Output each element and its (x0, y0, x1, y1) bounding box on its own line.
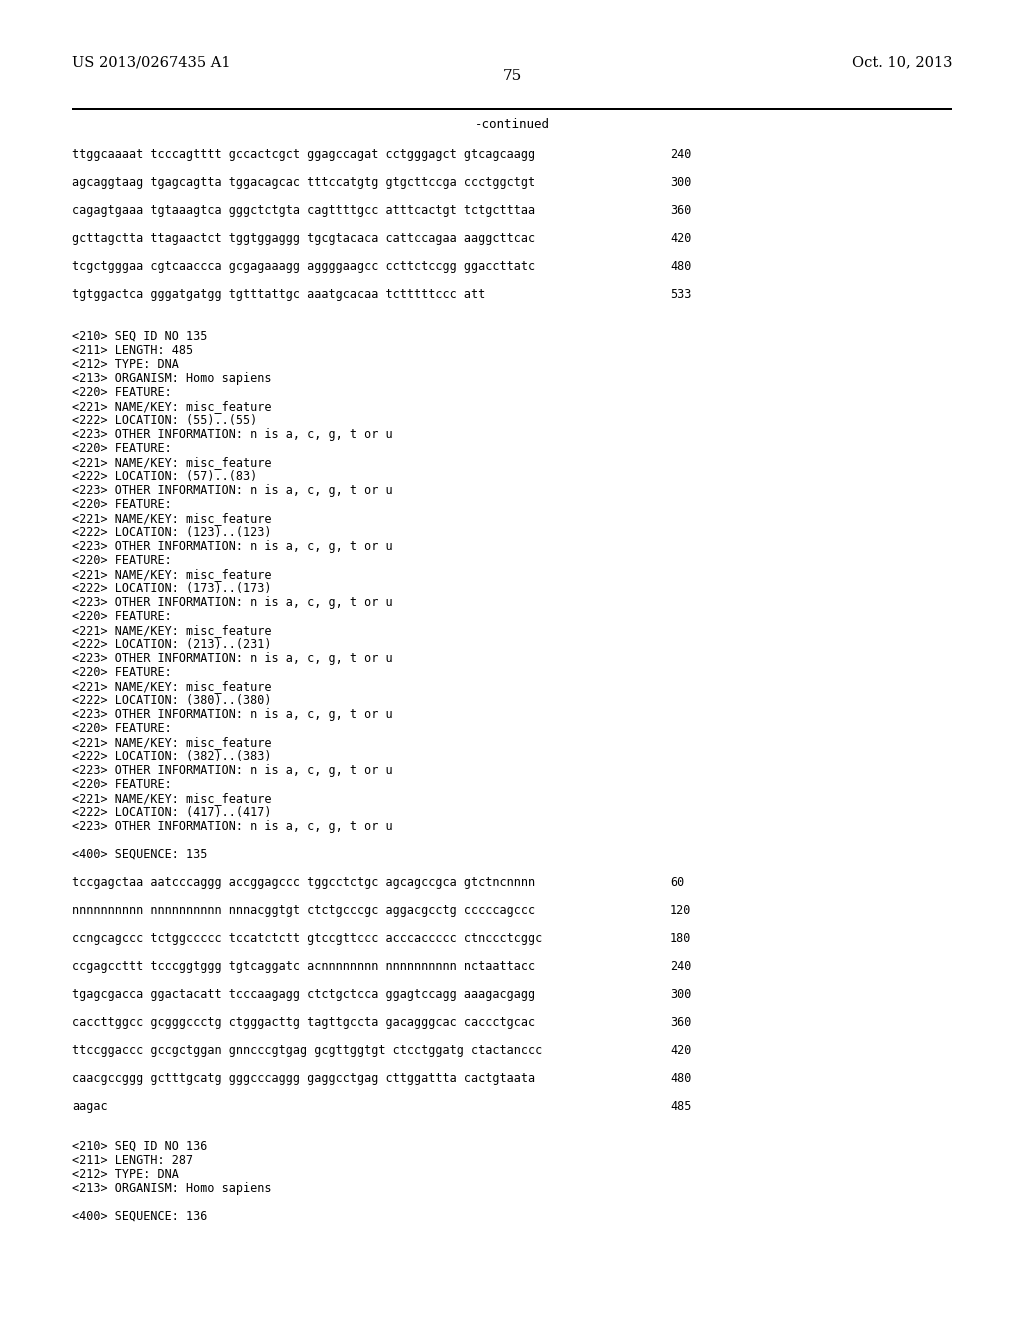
Text: <223> OTHER INFORMATION: n is a, c, g, t or u: <223> OTHER INFORMATION: n is a, c, g, t… (72, 428, 392, 441)
Text: <400> SEQUENCE: 136: <400> SEQUENCE: 136 (72, 1210, 208, 1224)
Text: 300: 300 (670, 176, 691, 189)
Text: cagagtgaaa tgtaaagtca gggctctgta cagttttgcc atttcactgt tctgctttaa: cagagtgaaa tgtaaagtca gggctctgta cagtttt… (72, 205, 536, 216)
Text: ccgagccttt tcccggtggg tgtcaggatc acnnnnnnnn nnnnnnnnnn nctaattacc: ccgagccttt tcccggtggg tgtcaggatc acnnnnn… (72, 960, 536, 973)
Text: <221> NAME/KEY: misc_feature: <221> NAME/KEY: misc_feature (72, 737, 271, 748)
Text: <223> OTHER INFORMATION: n is a, c, g, t or u: <223> OTHER INFORMATION: n is a, c, g, t… (72, 540, 392, 553)
Text: <220> FEATURE:: <220> FEATURE: (72, 610, 172, 623)
Text: <220> FEATURE:: <220> FEATURE: (72, 498, 172, 511)
Text: <211> LENGTH: 485: <211> LENGTH: 485 (72, 345, 194, 356)
Text: 420: 420 (670, 232, 691, 246)
Text: tccgagctaa aatcccaggg accggagccc tggcctctgc agcagccgca gtctncnnnn: tccgagctaa aatcccaggg accggagccc tggcctc… (72, 876, 536, 888)
Text: <221> NAME/KEY: misc_feature: <221> NAME/KEY: misc_feature (72, 624, 271, 638)
Text: <222> LOCATION: (123)..(123): <222> LOCATION: (123)..(123) (72, 525, 271, 539)
Text: Oct. 10, 2013: Oct. 10, 2013 (852, 55, 952, 69)
Text: 533: 533 (670, 288, 691, 301)
Text: <221> NAME/KEY: misc_feature: <221> NAME/KEY: misc_feature (72, 568, 271, 581)
Text: <210> SEQ ID NO 135: <210> SEQ ID NO 135 (72, 330, 208, 343)
Text: caccttggcc gcgggccctg ctgggacttg tagttgccta gacagggcac caccctgcac: caccttggcc gcgggccctg ctgggacttg tagttgc… (72, 1016, 536, 1030)
Text: 240: 240 (670, 960, 691, 973)
Text: aagac: aagac (72, 1100, 108, 1113)
Text: <220> FEATURE:: <220> FEATURE: (72, 722, 172, 735)
Text: <212> TYPE: DNA: <212> TYPE: DNA (72, 358, 179, 371)
Text: <400> SEQUENCE: 135: <400> SEQUENCE: 135 (72, 847, 208, 861)
Text: <220> FEATURE:: <220> FEATURE: (72, 554, 172, 568)
Text: <210> SEQ ID NO 136: <210> SEQ ID NO 136 (72, 1140, 208, 1152)
Text: gcttagctta ttagaactct tggtggaggg tgcgtacaca cattccagaa aaggcttcac: gcttagctta ttagaactct tggtggaggg tgcgtac… (72, 232, 536, 246)
Text: <222> LOCATION: (173)..(173): <222> LOCATION: (173)..(173) (72, 582, 271, 595)
Text: <211> LENGTH: 287: <211> LENGTH: 287 (72, 1154, 194, 1167)
Text: 485: 485 (670, 1100, 691, 1113)
Text: <222> LOCATION: (417)..(417): <222> LOCATION: (417)..(417) (72, 807, 271, 818)
Text: tcgctgggaa cgtcaaccca gcgagaaagg aggggaagcc ccttctccgg ggaccttatc: tcgctgggaa cgtcaaccca gcgagaaagg aggggaa… (72, 260, 536, 273)
Text: 420: 420 (670, 1044, 691, 1057)
Text: tgtggactca gggatgatgg tgtttattgc aaatgcacaa tctttttccc att: tgtggactca gggatgatgg tgtttattgc aaatgca… (72, 288, 485, 301)
Text: 300: 300 (670, 987, 691, 1001)
Text: <222> LOCATION: (57)..(83): <222> LOCATION: (57)..(83) (72, 470, 257, 483)
Text: <222> LOCATION: (382)..(383): <222> LOCATION: (382)..(383) (72, 750, 271, 763)
Text: <223> OTHER INFORMATION: n is a, c, g, t or u: <223> OTHER INFORMATION: n is a, c, g, t… (72, 597, 392, 609)
Text: <223> OTHER INFORMATION: n is a, c, g, t or u: <223> OTHER INFORMATION: n is a, c, g, t… (72, 652, 392, 665)
Text: ttccggaccc gccgctggan gnncccgtgag gcgttggtgt ctcctggatg ctactanccc: ttccggaccc gccgctggan gnncccgtgag gcgttg… (72, 1044, 543, 1057)
Text: <222> LOCATION: (213)..(231): <222> LOCATION: (213)..(231) (72, 638, 271, 651)
Text: <220> FEATURE:: <220> FEATURE: (72, 385, 172, 399)
Text: 60: 60 (670, 876, 684, 888)
Text: 120: 120 (670, 904, 691, 917)
Text: 180: 180 (670, 932, 691, 945)
Text: agcaggtaag tgagcagtta tggacagcac tttccatgtg gtgcttccga ccctggctgt: agcaggtaag tgagcagtta tggacagcac tttccat… (72, 176, 536, 189)
Text: <213> ORGANISM: Homo sapiens: <213> ORGANISM: Homo sapiens (72, 372, 271, 385)
Text: tgagcgacca ggactacatt tcccaagagg ctctgctcca ggagtccagg aaagacgagg: tgagcgacca ggactacatt tcccaagagg ctctgct… (72, 987, 536, 1001)
Text: <220> FEATURE:: <220> FEATURE: (72, 667, 172, 678)
Text: <222> LOCATION: (55)..(55): <222> LOCATION: (55)..(55) (72, 414, 257, 426)
Text: 360: 360 (670, 1016, 691, 1030)
Text: caacgccggg gctttgcatg gggcccaggg gaggcctgag cttggattta cactgtaata: caacgccggg gctttgcatg gggcccaggg gaggcct… (72, 1072, 536, 1085)
Text: 240: 240 (670, 148, 691, 161)
Text: <213> ORGANISM: Homo sapiens: <213> ORGANISM: Homo sapiens (72, 1181, 271, 1195)
Text: <223> OTHER INFORMATION: n is a, c, g, t or u: <223> OTHER INFORMATION: n is a, c, g, t… (72, 764, 392, 777)
Text: ccngcagccc tctggccccc tccatctctt gtccgttccc acccaccccc ctnccctcggc: ccngcagccc tctggccccc tccatctctt gtccgtt… (72, 932, 543, 945)
Text: <222> LOCATION: (380)..(380): <222> LOCATION: (380)..(380) (72, 694, 271, 708)
Text: 480: 480 (670, 260, 691, 273)
Text: <223> OTHER INFORMATION: n is a, c, g, t or u: <223> OTHER INFORMATION: n is a, c, g, t… (72, 708, 392, 721)
Text: 480: 480 (670, 1072, 691, 1085)
Text: <223> OTHER INFORMATION: n is a, c, g, t or u: <223> OTHER INFORMATION: n is a, c, g, t… (72, 820, 392, 833)
Text: 360: 360 (670, 205, 691, 216)
Text: nnnnnnnnnn nnnnnnnnnn nnnacggtgt ctctgcccgc aggacgcctg cccccagccc: nnnnnnnnnn nnnnnnnnnn nnnacggtgt ctctgcc… (72, 904, 536, 917)
Text: <221> NAME/KEY: misc_feature: <221> NAME/KEY: misc_feature (72, 792, 271, 805)
Text: <221> NAME/KEY: misc_feature: <221> NAME/KEY: misc_feature (72, 512, 271, 525)
Text: <221> NAME/KEY: misc_feature: <221> NAME/KEY: misc_feature (72, 680, 271, 693)
Text: <221> NAME/KEY: misc_feature: <221> NAME/KEY: misc_feature (72, 455, 271, 469)
Text: <220> FEATURE:: <220> FEATURE: (72, 777, 172, 791)
Text: <220> FEATURE:: <220> FEATURE: (72, 442, 172, 455)
Text: <212> TYPE: DNA: <212> TYPE: DNA (72, 1168, 179, 1181)
Text: -continued: -continued (474, 117, 550, 131)
Text: 75: 75 (503, 69, 521, 83)
Text: ttggcaaaat tcccagtttt gccactcgct ggagccagat cctgggagct gtcagcaagg: ttggcaaaat tcccagtttt gccactcgct ggagcca… (72, 148, 536, 161)
Text: US 2013/0267435 A1: US 2013/0267435 A1 (72, 55, 230, 69)
Text: <221> NAME/KEY: misc_feature: <221> NAME/KEY: misc_feature (72, 400, 271, 413)
Text: <223> OTHER INFORMATION: n is a, c, g, t or u: <223> OTHER INFORMATION: n is a, c, g, t… (72, 484, 392, 498)
